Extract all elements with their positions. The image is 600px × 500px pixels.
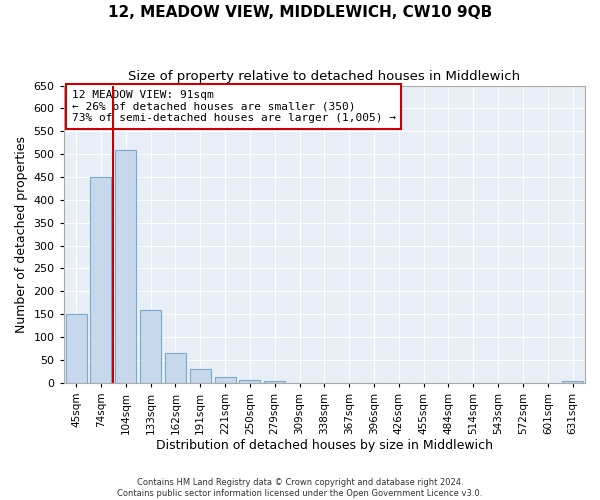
Bar — [215, 378, 236, 383]
Bar — [562, 382, 583, 383]
Bar — [165, 353, 186, 383]
Bar — [239, 380, 260, 383]
Text: 12, MEADOW VIEW, MIDDLEWICH, CW10 9QB: 12, MEADOW VIEW, MIDDLEWICH, CW10 9QB — [108, 5, 492, 20]
Bar — [264, 380, 285, 383]
X-axis label: Distribution of detached houses by size in Middlewich: Distribution of detached houses by size … — [156, 440, 493, 452]
Bar — [65, 314, 86, 383]
Bar — [91, 177, 112, 383]
Bar — [190, 369, 211, 383]
Title: Size of property relative to detached houses in Middlewich: Size of property relative to detached ho… — [128, 70, 520, 83]
Y-axis label: Number of detached properties: Number of detached properties — [15, 136, 28, 332]
Text: 12 MEADOW VIEW: 91sqm
← 26% of detached houses are smaller (350)
73% of semi-det: 12 MEADOW VIEW: 91sqm ← 26% of detached … — [71, 90, 395, 123]
Bar — [115, 150, 136, 383]
Text: Contains HM Land Registry data © Crown copyright and database right 2024.
Contai: Contains HM Land Registry data © Crown c… — [118, 478, 482, 498]
Bar — [140, 310, 161, 383]
